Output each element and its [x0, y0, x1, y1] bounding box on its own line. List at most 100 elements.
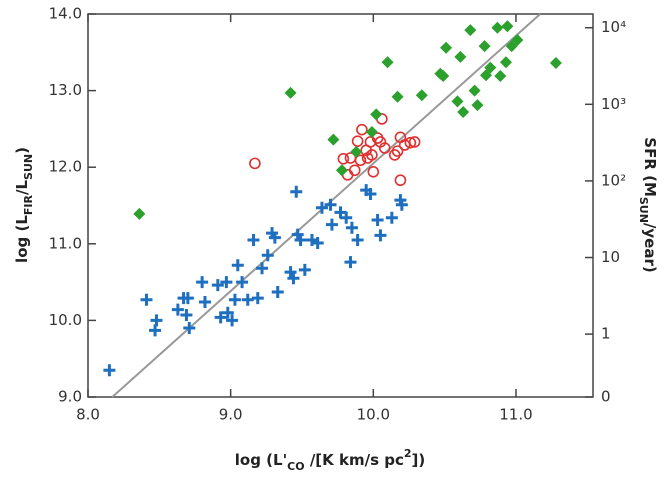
plus-marker: [371, 214, 384, 227]
plus-marker: [140, 293, 153, 306]
plus-marker: [344, 256, 357, 269]
y-tick-label: 11.0: [49, 234, 82, 252]
plus-marker: [251, 292, 264, 305]
diamond-marker: [284, 86, 297, 99]
diamond-marker: [471, 99, 484, 112]
circle-marker: [408, 136, 421, 148]
diamond-marker: [464, 24, 477, 37]
diamond-marker: [478, 40, 491, 53]
circle-marker: [356, 123, 368, 136]
plus-marker: [198, 296, 211, 309]
diamond-marker: [437, 70, 450, 83]
diamond-marker: [454, 50, 467, 63]
x-tick-label: 9.0: [219, 406, 243, 424]
diamond-marker: [327, 133, 340, 146]
x-tick-label: 8.0: [76, 406, 100, 424]
diamond-marker: [391, 90, 404, 103]
y2-tick-label: 10: [601, 248, 620, 266]
diamond-marker: [381, 56, 394, 69]
y2-tick-label: 10²: [601, 171, 626, 189]
circle-marker: [351, 135, 364, 147]
diamond-marker: [501, 20, 514, 33]
circle-marker: [364, 136, 377, 148]
plus-marker: [149, 324, 162, 337]
plus-marker: [271, 286, 284, 299]
plus-marker: [268, 231, 281, 244]
diamond-marker: [133, 207, 146, 220]
circle-marker: [367, 165, 380, 178]
diamond-marker: [499, 56, 512, 69]
y-axis-label: log (LFIR/LSUN): [13, 147, 35, 263]
circle-marker: [388, 149, 401, 161]
circle-marker: [348, 164, 361, 177]
diamond-marker: [505, 40, 518, 53]
y-tick-label: 9.0: [58, 388, 82, 406]
y2-tick-label: 10⁴: [601, 18, 626, 36]
plus-marker: [180, 309, 193, 322]
diamond-marker: [457, 106, 470, 119]
y-tick-label: 12.0: [49, 158, 82, 176]
plus-marker: [241, 293, 254, 306]
x-axis-label: log (L'CO /[K km/s pc2]): [235, 447, 426, 473]
plus-marker: [290, 185, 303, 198]
circle-marker: [394, 174, 407, 187]
circle-marker: [378, 142, 391, 154]
diamond-marker: [451, 95, 464, 108]
diamond-marker: [335, 164, 348, 177]
diamond-marker: [491, 21, 504, 34]
plus-marker: [247, 233, 260, 246]
plus-marker: [256, 262, 269, 275]
plus-marker: [374, 229, 387, 242]
plus-marker: [231, 259, 244, 272]
plus-marker: [284, 266, 297, 279]
plus-marker: [228, 293, 241, 306]
y2-axis-label: SFR (MSUN/year): [638, 137, 660, 272]
diamond-marker: [511, 34, 524, 47]
y-tick-label: 10.0: [49, 311, 82, 329]
circle-marker: [354, 154, 367, 167]
plus-marker: [181, 292, 194, 305]
circle-marker: [249, 157, 261, 170]
plus-marker: [226, 314, 239, 327]
plus-marker: [220, 276, 233, 289]
plus-marker: [221, 306, 234, 319]
x-tick-label: 10.0: [357, 406, 390, 424]
plus-marker: [385, 211, 398, 224]
plus-marker: [236, 276, 249, 289]
x-tick-label: 11.0: [499, 406, 532, 424]
plus-marker: [103, 364, 116, 377]
diamond-marker: [350, 145, 363, 158]
plus-marker: [196, 276, 209, 289]
plus-marker: [298, 263, 311, 276]
plus-marker: [315, 201, 328, 214]
plus-marker: [351, 233, 364, 246]
circle-marker: [366, 149, 378, 161]
diamond-marker: [549, 57, 562, 70]
y-tick-label: 14.0: [49, 5, 82, 23]
y2-tick-label: 10³: [601, 95, 626, 113]
plus-marker: [261, 249, 274, 262]
diamond-marker: [468, 84, 481, 97]
diamond-marker: [494, 70, 507, 83]
plus-marker: [211, 279, 224, 292]
diamond-marker: [365, 125, 378, 138]
plus-marker: [395, 198, 408, 211]
y2-tick-label: 0: [601, 388, 611, 406]
plus-marker: [325, 218, 338, 231]
y2-tick-label: 1: [601, 325, 611, 343]
plot-frame: [87, 13, 594, 398]
plus-marker: [364, 188, 377, 201]
plus-marker: [340, 211, 353, 224]
plus-marker: [171, 303, 184, 316]
diamond-marker: [484, 61, 497, 74]
plus-marker: [214, 311, 227, 324]
circle-marker: [398, 139, 411, 151]
plus-marker: [294, 233, 307, 246]
plus-marker: [324, 198, 337, 211]
plus-marker: [183, 322, 196, 335]
plus-marker: [287, 272, 300, 285]
plus-marker: [311, 237, 324, 250]
diamond-marker: [440, 41, 453, 54]
diamond-marker: [415, 89, 428, 102]
